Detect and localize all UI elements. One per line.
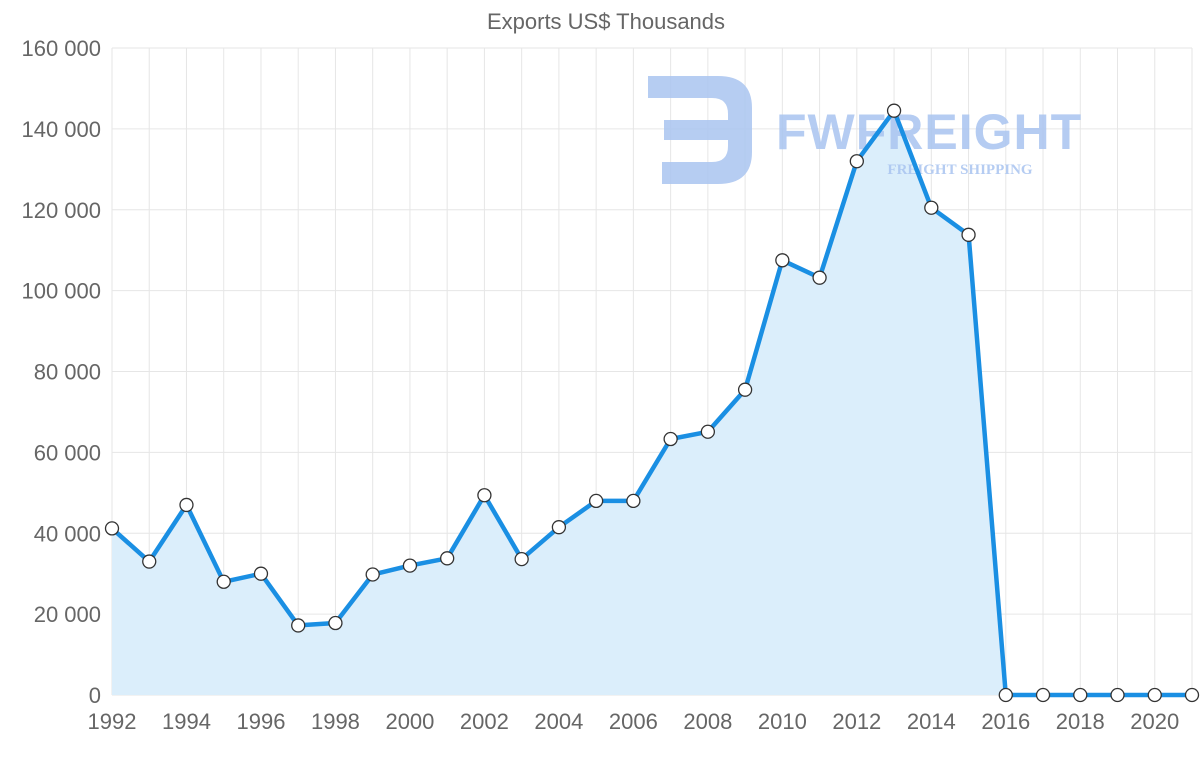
- x-tick-label: 2020: [1130, 709, 1179, 734]
- data-point[interactable]: [104, 521, 120, 536]
- x-tick-label: 2004: [534, 709, 583, 734]
- data-point[interactable]: [737, 382, 753, 397]
- x-tick-label: 2008: [683, 709, 732, 734]
- x-tick-label: 2018: [1056, 709, 1105, 734]
- y-tick-label: 0: [89, 683, 101, 708]
- y-tick-label: 160 000: [21, 36, 101, 61]
- x-tick-label: 1998: [311, 709, 360, 734]
- data-point[interactable]: [216, 574, 231, 589]
- y-tick-label: 100 000: [21, 279, 101, 304]
- watermark-logo: FWFREIGHT FREIGHT SHIPPING: [648, 76, 1082, 184]
- data-point[interactable]: [253, 566, 269, 581]
- watermark-logo-mark: [648, 76, 752, 184]
- y-tick-label: 40 000: [34, 521, 101, 546]
- x-tick-label: 2002: [460, 709, 509, 734]
- data-point[interactable]: [626, 493, 641, 509]
- data-point[interactable]: [1035, 687, 1051, 703]
- data-point[interactable]: [328, 615, 343, 631]
- data-point[interactable]: [1110, 687, 1125, 703]
- data-point[interactable]: [1073, 687, 1088, 703]
- x-tick-label: 2010: [758, 709, 807, 734]
- x-tick-label: 2016: [981, 709, 1030, 734]
- x-tick-label: 1996: [236, 709, 285, 734]
- data-point[interactable]: [477, 488, 492, 503]
- x-tick-label: 1992: [88, 709, 137, 734]
- y-tick-label: 140 000: [21, 117, 101, 142]
- data-point[interactable]: [849, 154, 864, 169]
- data-point[interactable]: [700, 424, 716, 439]
- series-area-layer: [112, 110, 1192, 695]
- data-point[interactable]: [1184, 687, 1200, 703]
- data-point[interactable]: [663, 431, 678, 447]
- x-axis-labels: 1992 1994 1996 1998 2000 2002 2004 2006 2008 2010…: [88, 709, 1180, 734]
- data-point[interactable]: [551, 520, 567, 535]
- data-point[interactable]: [812, 270, 827, 285]
- series-area: [112, 110, 1192, 695]
- data-point[interactable]: [291, 618, 306, 633]
- y-tick-label: 80 000: [34, 360, 101, 385]
- data-point[interactable]: [775, 253, 790, 268]
- data-points: [104, 103, 1200, 703]
- x-tick-label: 1994: [162, 709, 211, 734]
- x-tick-label: 2000: [385, 709, 434, 734]
- data-point[interactable]: [402, 558, 418, 573]
- data-point[interactable]: [440, 551, 455, 566]
- y-tick-label: 60 000: [34, 440, 101, 465]
- data-point[interactable]: [886, 103, 902, 118]
- x-tick-label: 2006: [609, 709, 658, 734]
- data-point[interactable]: [588, 493, 604, 509]
- data-point[interactable]: [365, 567, 380, 582]
- y-tick-label: 120 000: [21, 198, 101, 223]
- chart-title: Exports US$ Thousands: [487, 9, 725, 34]
- watermark-brand: FWFREIGHT: [776, 104, 1082, 160]
- data-point[interactable]: [514, 551, 529, 567]
- data-point[interactable]: [179, 497, 194, 513]
- data-point[interactable]: [924, 200, 939, 215]
- data-point[interactable]: [142, 554, 157, 569]
- y-axis-labels: 0 20 000 40 000 60 000 80 000 100 000 120 000 1…: [21, 36, 101, 708]
- y-tick-label: 20 000: [34, 602, 101, 627]
- data-point[interactable]: [998, 687, 1013, 703]
- data-point[interactable]: [1147, 687, 1162, 703]
- data-point[interactable]: [961, 227, 976, 242]
- watermark-tagline: FREIGHT SHIPPING: [887, 162, 1032, 178]
- x-tick-label: 2012: [832, 709, 881, 734]
- x-tick-label: 2014: [907, 709, 956, 734]
